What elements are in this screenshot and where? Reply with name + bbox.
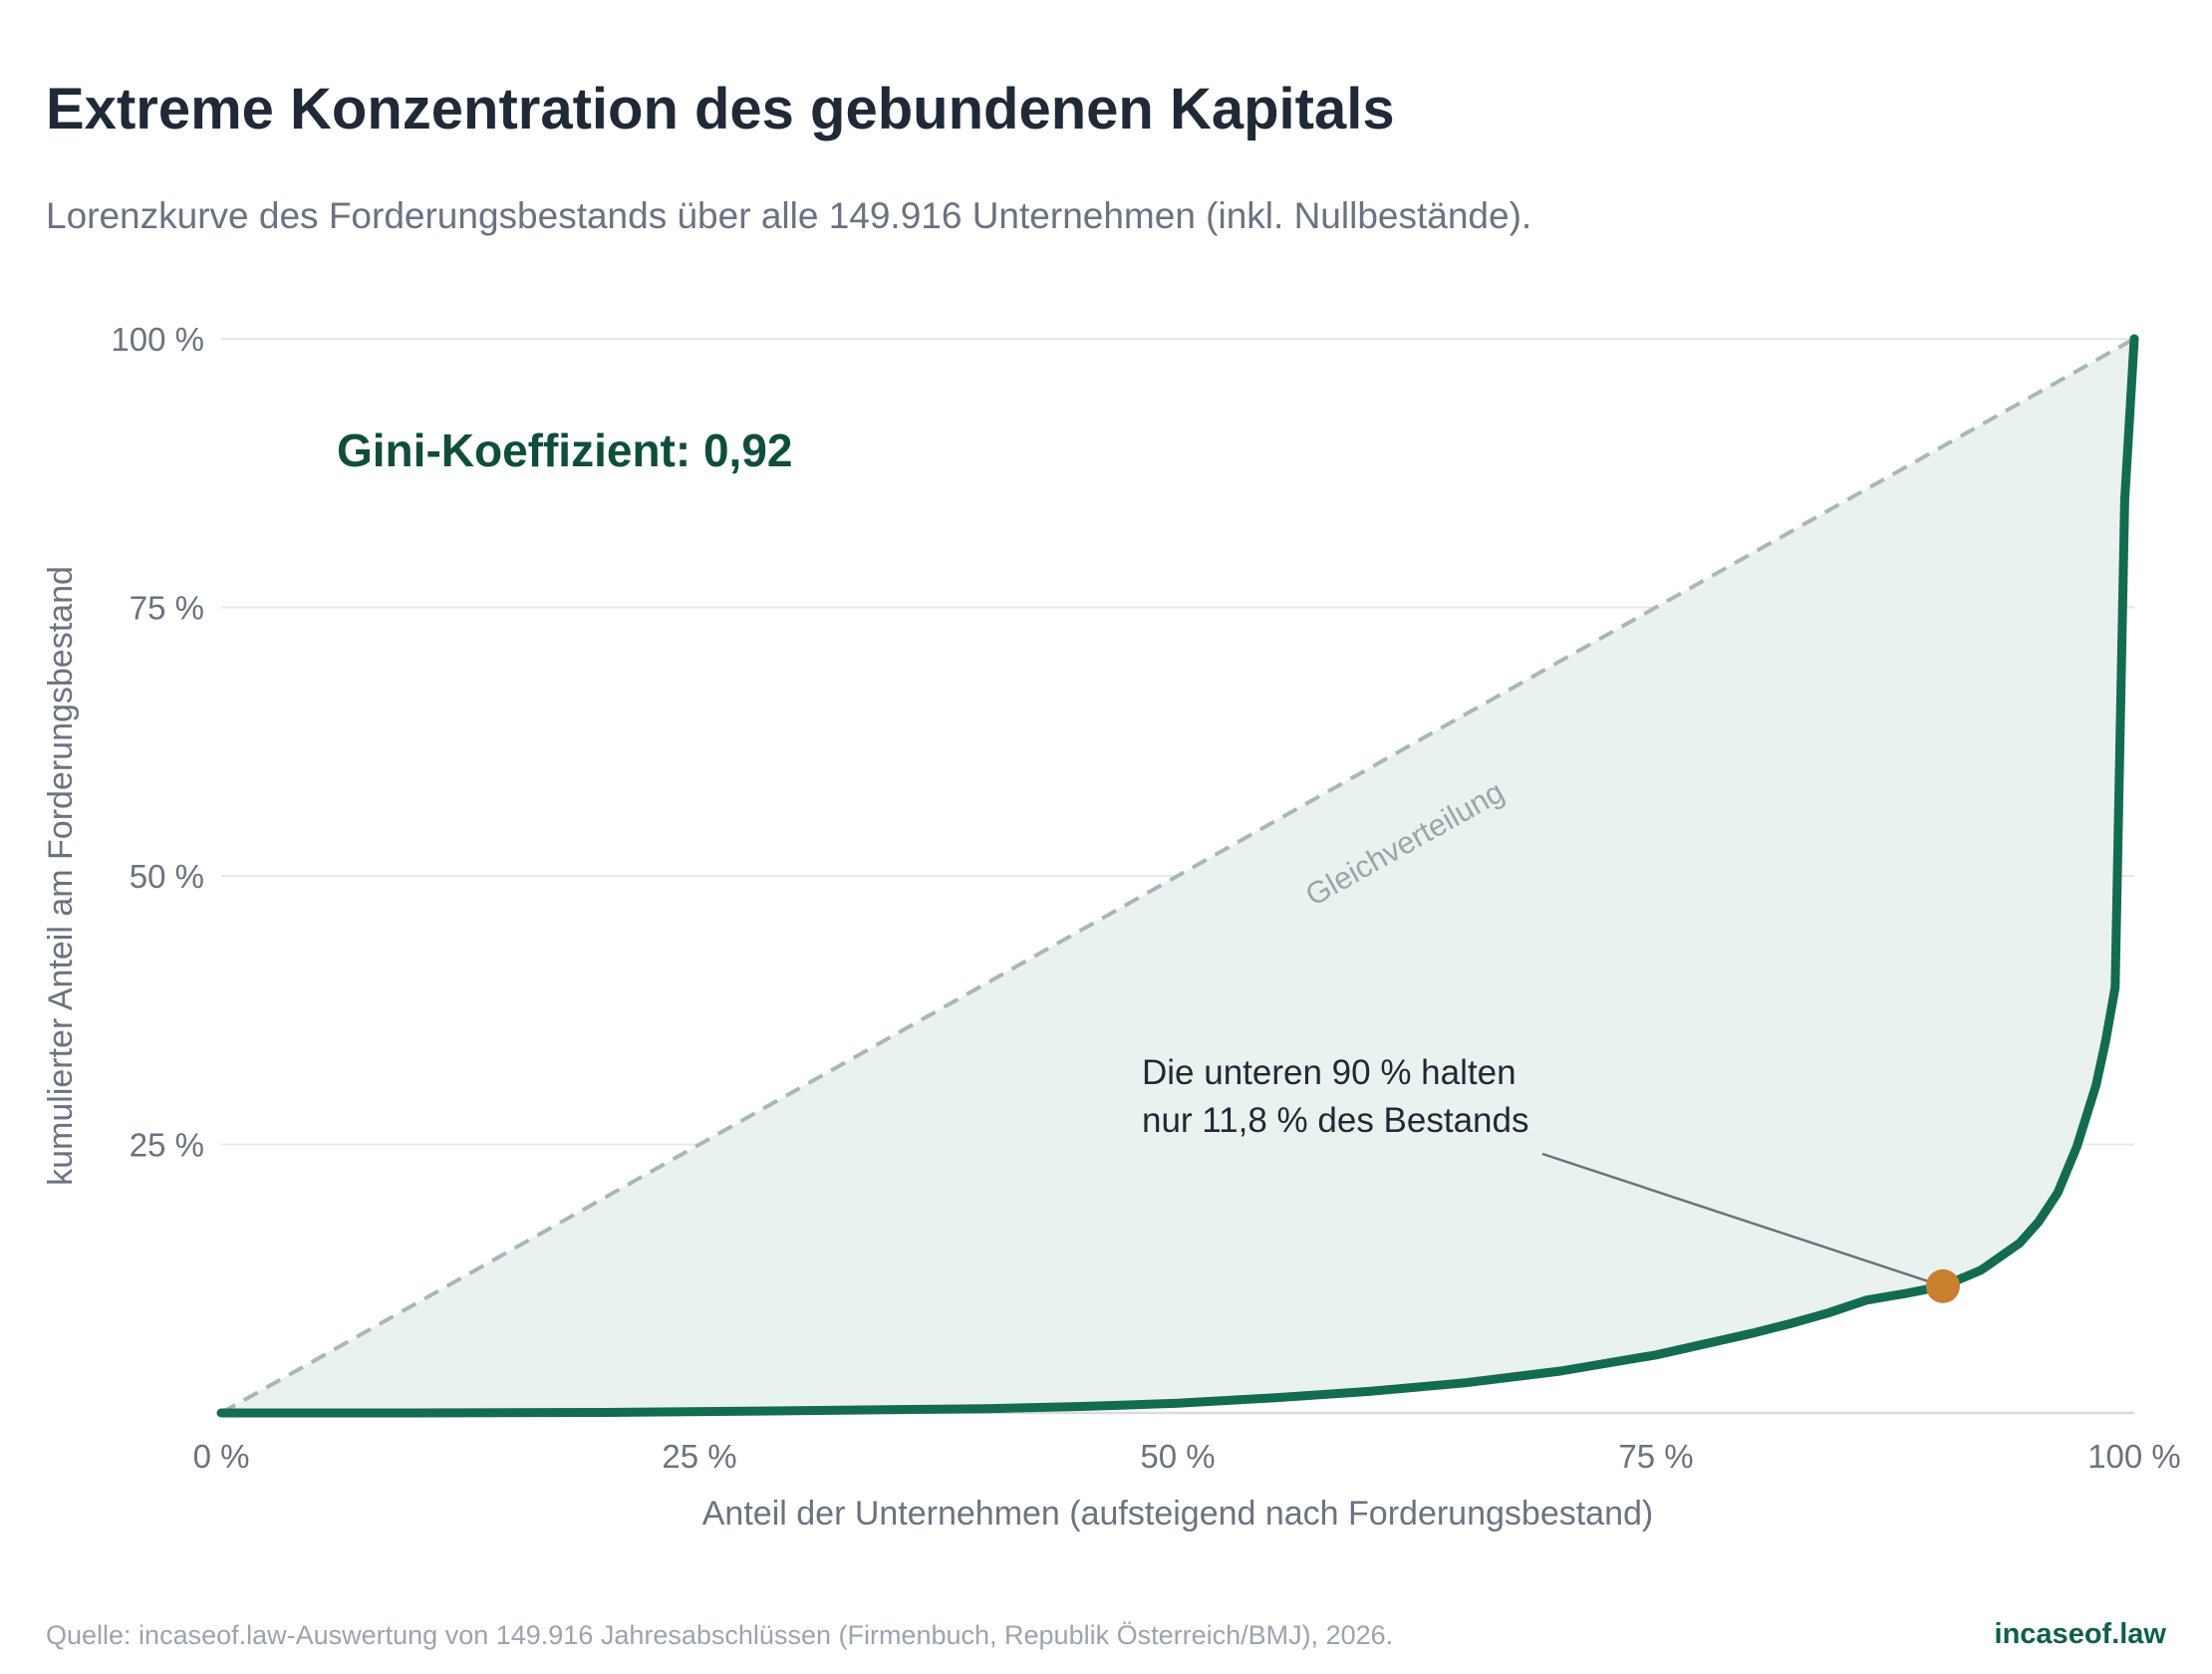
- source-note: Quelle: incaseof.law-Auswertung von 149.…: [46, 1620, 1394, 1650]
- y-tick-label-100: 100 %: [111, 321, 204, 358]
- axis-ticks: 0 % 25 % 50 % 75 % 100 % 25 % 50 % 75 % 100 %: [111, 321, 2180, 1475]
- chart-subtitle: Lorenzkurve des Forderungsbestands über …: [46, 195, 1532, 236]
- annotation-line-1: Die unteren 90 % halten: [1142, 1053, 1517, 1092]
- x-axis-label: Anteil der Unternehmen (aufsteigend nach…: [702, 1495, 1653, 1533]
- y-tick-label-75: 75 %: [130, 590, 204, 627]
- brand-logo-text: incaseof.law: [1994, 1618, 2166, 1650]
- gini-coefficient-label: Gini-Koeffizient: 0,92: [337, 424, 792, 476]
- x-tick-label-0: 0 %: [193, 1438, 250, 1475]
- annotation-line-2: nur 11,8 % des Bestands: [1142, 1101, 1529, 1140]
- y-tick-label-50: 50 %: [130, 858, 204, 895]
- x-tick-label-25: 25 %: [662, 1438, 736, 1475]
- x-tick-label-100: 100 %: [2087, 1438, 2181, 1475]
- y-tick-label-25: 25 %: [130, 1127, 204, 1164]
- annotation-connector-line: [1541, 1152, 1944, 1287]
- x-tick-label-50: 50 %: [1140, 1438, 1215, 1475]
- x-tick-label-75: 75 %: [1618, 1438, 1693, 1475]
- chart-title: Extreme Konzentration des gebundenen Kap…: [46, 77, 1395, 141]
- lorenz-curve-line: [216, 334, 2139, 1418]
- y-axis-label: kumulierter Anteil am Forderungsbestand: [42, 566, 80, 1186]
- annotation-point-marker: [1926, 1268, 1960, 1303]
- equality-line: [220, 337, 2135, 1415]
